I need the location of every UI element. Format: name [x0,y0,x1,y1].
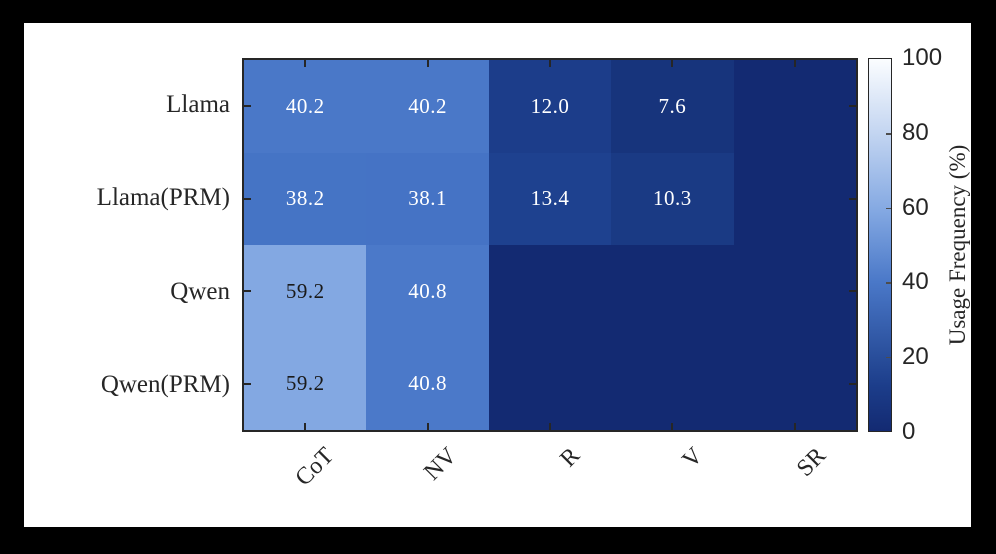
x-tick-mark [793,423,796,430]
y-axis-label: Llama(PRM) [96,184,230,212]
x-tick-mark [549,423,551,430]
x-axis-label: V [677,442,709,474]
x-tick-mark [549,60,551,67]
heatmap-cell-grid: 40.2 40.2 12.0 7.6 38.2 38.1 13.4 10.3 59.2 40.8 5… [244,60,856,430]
heatmap-cell [488,245,612,338]
heatmap-cell: 12.0 [488,60,612,153]
heatmap-cell: 40.2 [366,60,489,153]
heatmap-cell: 10.3 [611,152,734,245]
y-tick-mark [244,382,251,385]
heatmap-cell: 59.2 [244,245,367,338]
heatmap-cell: 38.2 [244,152,367,245]
colorbar-tick-mark [886,133,891,135]
y-tick-mark [849,290,856,293]
x-tick-mark [426,60,429,67]
figure-panel: 40.2 40.2 12.0 7.6 38.2 38.1 13.4 10.3 59.2 40.8 5… [24,23,971,527]
heatmap-cell [611,337,734,430]
colorbar-tick-mark [886,356,891,359]
heatmap-cell: 13.4 [488,152,612,245]
x-tick-mark [304,60,307,67]
y-tick-mark [244,197,251,200]
heatmap-cell: 40.2 [244,60,367,153]
x-axis-label: R [555,442,586,473]
colorbar [868,58,892,432]
colorbar-tick-label: 100 [902,44,943,71]
y-axis-label: Llama [166,90,230,118]
colorbar-tick-label: 40 [902,268,929,296]
heatmap-cell [488,337,612,430]
colorbar-tick-mark [886,282,891,284]
x-axis-label: NV [418,442,462,486]
y-tick-mark [244,290,251,293]
colorbar-tick-label: 0 [902,418,916,445]
heatmap-axes: 40.2 40.2 12.0 7.6 38.2 38.1 13.4 10.3 59.2 40.8 5… [242,58,858,432]
heatmap-cell [733,152,856,245]
y-tick-mark [849,105,856,108]
heatmap-cell [611,245,734,338]
x-tick-mark [671,60,674,67]
y-axis-label: Qwen(PRM) [100,371,230,399]
heatmap-cell: 7.6 [611,60,734,153]
heatmap-cell: 40.8 [366,245,489,338]
heatmap-cell: 38.1 [366,152,489,245]
colorbar-axis-label: Usage Frequency (%) [945,144,970,346]
colorbar-tick-label: 60 [902,193,929,221]
heatmap-cell: 40.8 [366,337,489,430]
colorbar-tick-label: 20 [902,343,929,371]
x-tick-mark [671,423,674,430]
x-tick-mark [304,423,307,430]
heatmap-cell [733,60,856,153]
heatmap-cell [733,245,856,338]
x-axis-label: SR [792,442,832,482]
x-tick-mark [426,423,429,430]
colorbar-tick-mark [886,207,891,210]
y-axis-label: Qwen [170,277,230,305]
y-tick-mark [849,197,856,200]
y-tick-mark [849,382,856,385]
heatmap-cell: 59.2 [244,337,367,430]
x-tick-mark [793,60,796,67]
colorbar-tick-label: 80 [902,118,929,146]
heatmap-cell [733,337,856,430]
y-tick-mark [244,105,251,108]
x-axis-label: CoT [290,442,339,492]
